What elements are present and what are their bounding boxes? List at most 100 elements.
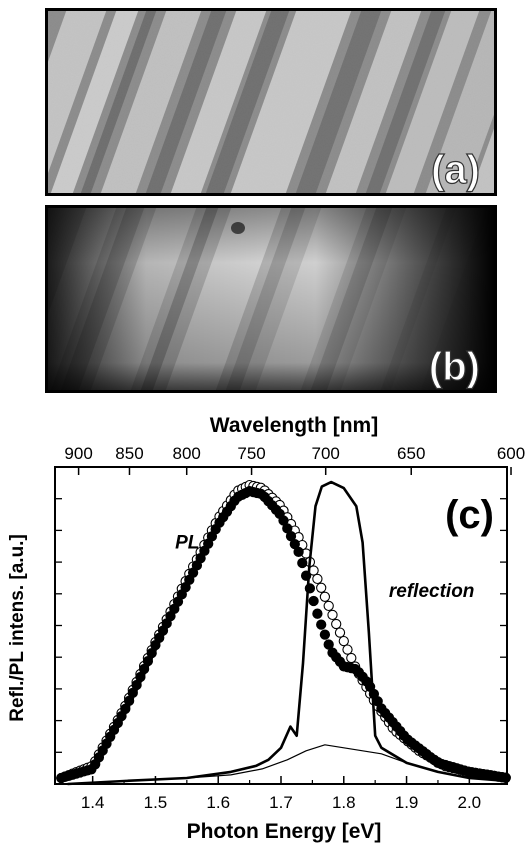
data-point xyxy=(90,759,101,770)
data-point xyxy=(402,734,413,745)
data-point xyxy=(429,754,440,766)
data-point xyxy=(293,546,304,558)
data-point xyxy=(383,712,395,723)
data-point xyxy=(485,770,496,781)
data-point xyxy=(67,768,78,779)
data-point xyxy=(455,764,466,775)
data-point xyxy=(338,635,349,647)
data-point xyxy=(376,703,387,714)
data-point xyxy=(477,768,489,780)
data-point xyxy=(154,629,165,640)
data-point xyxy=(229,495,240,506)
data-point xyxy=(489,770,500,782)
top-axis-title: Wavelength [nm] xyxy=(210,414,378,437)
data-point xyxy=(59,771,71,783)
data-point xyxy=(127,687,138,699)
data-point xyxy=(154,632,165,644)
data-point xyxy=(240,481,251,493)
data-point xyxy=(206,531,218,542)
data-point xyxy=(331,652,342,663)
data-point xyxy=(327,647,338,658)
data-point xyxy=(240,487,251,499)
data-point xyxy=(251,487,263,499)
data-point xyxy=(496,772,508,783)
data-point xyxy=(142,652,154,664)
data-point xyxy=(195,553,206,564)
data-point xyxy=(259,485,270,496)
data-point xyxy=(116,707,127,719)
data-point xyxy=(146,644,157,656)
data-point xyxy=(308,595,319,607)
panel-b-label: (b) xyxy=(429,345,480,389)
data-point xyxy=(105,728,116,739)
data-point xyxy=(357,675,368,686)
y-axis-title: Refl./PL intens. [a.u.] xyxy=(7,534,28,722)
data-point xyxy=(327,609,338,621)
data-point xyxy=(63,770,74,781)
x-tick-label: 1.6 xyxy=(206,793,230,812)
data-point xyxy=(157,621,169,633)
data-point xyxy=(123,695,135,707)
data-point xyxy=(218,505,229,517)
data-point xyxy=(146,647,157,659)
data-point xyxy=(413,743,425,754)
data-point xyxy=(127,684,138,696)
data-point xyxy=(82,765,93,776)
data-point xyxy=(90,756,101,767)
data-point xyxy=(131,679,142,691)
data-point xyxy=(263,496,274,507)
data-point xyxy=(436,758,447,770)
data-point xyxy=(218,511,229,523)
x-axis-ticks: 1.4 1.5 1.6 1.7 1.8 1.9 2.0 xyxy=(81,776,481,812)
data-point xyxy=(391,721,402,732)
data-point xyxy=(444,761,455,773)
data-point xyxy=(248,480,259,492)
series-layer xyxy=(56,479,511,786)
data-point xyxy=(406,737,417,748)
data-point xyxy=(346,662,357,674)
data-point xyxy=(346,652,357,664)
data-point xyxy=(304,556,316,568)
data-point xyxy=(357,671,368,682)
data-point xyxy=(447,762,459,774)
data-point xyxy=(398,730,410,741)
data-point xyxy=(108,721,120,733)
data-point xyxy=(387,716,398,728)
data-point xyxy=(63,769,74,781)
data-point xyxy=(233,485,244,496)
data-point xyxy=(278,505,289,516)
data-point xyxy=(169,603,180,615)
data-point xyxy=(229,489,240,500)
data-point xyxy=(376,706,387,717)
data-point xyxy=(255,482,267,493)
series-2-line xyxy=(67,480,508,786)
data-point xyxy=(316,619,327,630)
data-point xyxy=(387,722,398,733)
data-point xyxy=(187,561,199,572)
data-point xyxy=(165,610,176,622)
data-point xyxy=(184,574,195,586)
data-point xyxy=(161,614,172,625)
data-point xyxy=(429,754,440,765)
data-point xyxy=(421,749,432,760)
data-point xyxy=(353,668,364,679)
data-point xyxy=(244,479,255,491)
data-point xyxy=(180,576,191,587)
series-1-markers xyxy=(56,486,511,784)
data-point xyxy=(116,710,127,722)
data-point xyxy=(206,525,218,536)
data-point xyxy=(195,546,206,558)
data-point xyxy=(447,762,459,773)
data-point xyxy=(176,589,187,600)
data-point xyxy=(308,565,319,576)
data-point xyxy=(278,515,289,526)
data-point xyxy=(395,729,406,741)
data-point xyxy=(372,700,383,712)
data-point xyxy=(210,524,221,535)
data-point xyxy=(383,717,395,728)
top-tick-label: 850 xyxy=(115,444,143,463)
data-point xyxy=(199,539,210,551)
top-tick-label: 600 xyxy=(497,444,525,463)
data-point xyxy=(172,591,184,602)
data-point xyxy=(138,663,150,675)
